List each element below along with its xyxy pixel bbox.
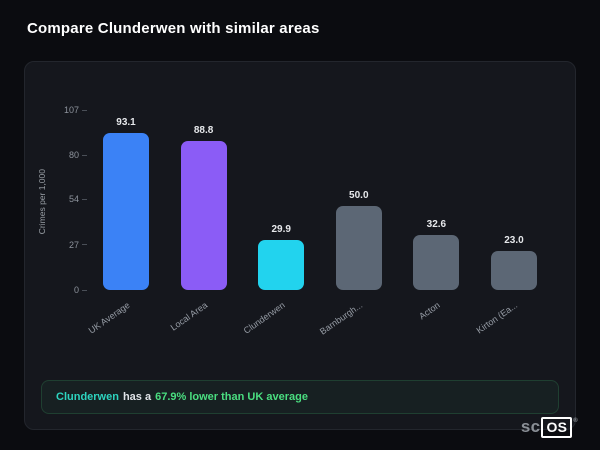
chart-card: Crimes per 1,000 0 27 54 80 107 93.1 UK Avera…	[24, 61, 576, 430]
summary-area-name: Clunderwen	[56, 391, 119, 403]
y-tick-mark	[82, 198, 87, 200]
summary-mid-text: has a	[122, 391, 152, 403]
page-title: Compare Clunderwen with similar areas	[27, 20, 320, 37]
summary-note: Clunderwen has a 67.9% lower than UK ave…	[41, 380, 559, 414]
bar-group: 32.6 Acton	[413, 219, 460, 321]
bar-value-label: 93.1	[116, 117, 136, 128]
bar-category-label: Barnburgh...	[318, 300, 365, 337]
registered-mark: ®	[573, 418, 578, 424]
y-tick: 80	[59, 150, 87, 160]
bar-category-label: Acton	[417, 300, 443, 322]
y-axis-title: Crimes per 1,000	[35, 112, 49, 292]
y-axis-title-text: Crimes per 1,000	[37, 169, 47, 235]
bar[interactable]	[335, 206, 382, 290]
y-tick-label: 54	[68, 194, 79, 205]
bar-value-label: 29.9	[271, 224, 291, 235]
y-tick-label: 27	[68, 239, 79, 250]
bar-group: 23.0 Kirton (Ea...	[475, 235, 537, 335]
bar-group: 88.8 Local Area	[169, 125, 227, 333]
bar[interactable]	[258, 240, 305, 290]
bar-value-label: 88.8	[193, 125, 214, 136]
y-tick-mark	[82, 244, 87, 246]
bar-group: 50.0 Barnburgh...	[318, 190, 382, 337]
scos-logo: sc OS ®	[521, 417, 578, 438]
y-tick-mark	[82, 109, 87, 111]
scos-logo-prefix: sc	[520, 417, 541, 436]
y-tick: 54	[59, 194, 87, 204]
y-axis: 0 27 54 80 107	[49, 105, 87, 295]
bar-group: 29.9 Clunderwen	[242, 224, 305, 336]
y-tick-mark	[82, 289, 87, 291]
bar-category-label: UK Average	[86, 300, 132, 336]
plot-area: 93.1 UK Average 88.8 Local Area 29.9 Clunderw…	[87, 110, 549, 337]
y-tick: 0	[59, 285, 87, 295]
bar[interactable]	[413, 235, 460, 290]
bar-category-label: Local Area	[168, 300, 210, 333]
bar-value-label: 32.6	[426, 219, 447, 230]
y-tick-label: 0	[73, 285, 79, 295]
y-tick: 107	[59, 105, 87, 115]
scos-logo-suffix: OS	[541, 417, 573, 438]
bar-group: 93.1 UK Average	[87, 117, 149, 336]
bar-category-label: Kirton (Ea...	[475, 300, 520, 336]
bar-value-label: 50.0	[349, 190, 369, 201]
y-tick-label: 80	[68, 150, 79, 161]
bar[interactable]	[180, 141, 227, 290]
y-tick: 27	[59, 240, 87, 250]
y-tick-mark	[82, 154, 87, 156]
y-tick-label: 107	[63, 105, 79, 115]
bar-category-label: Clunderwen	[241, 300, 287, 336]
bar[interactable]	[490, 251, 537, 290]
bar[interactable]	[103, 133, 149, 290]
bar-value-label: 23.0	[504, 235, 524, 246]
summary-stat: 67.9% lower than UK average	[155, 391, 308, 403]
